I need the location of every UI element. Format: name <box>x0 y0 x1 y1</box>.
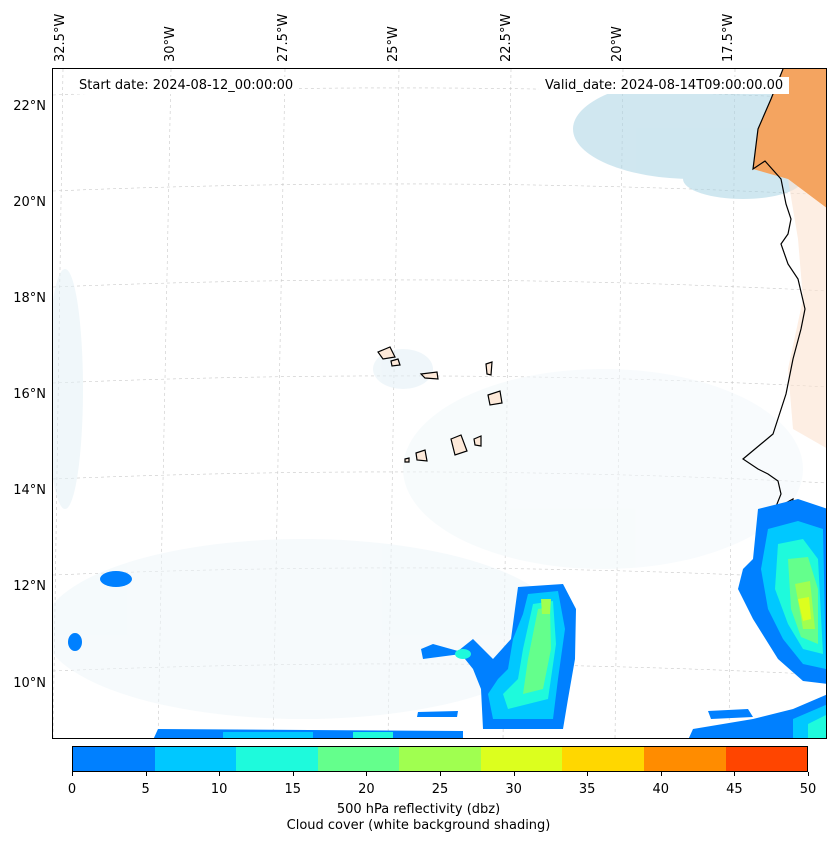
africa-land-shading <box>753 69 826 208</box>
lat-label: 22°N <box>13 99 46 114</box>
colorbar-segment <box>73 747 155 771</box>
lon-label: 32.5°W <box>53 13 68 62</box>
valid-date-label: Valid_date: 2024-08-14T09:00:00.00 <box>539 77 790 94</box>
lon-label: 25°W <box>386 26 401 62</box>
lat-label: 18°N <box>13 291 46 306</box>
cape-verde-islands <box>377 346 503 463</box>
lat-label: 16°N <box>13 387 46 402</box>
colorbar-tick-mark <box>366 772 368 776</box>
colorbar-tick-label: 45 <box>726 782 743 797</box>
colorbar-tick-label: 30 <box>505 782 522 797</box>
colorbar-tick-mark <box>808 772 809 776</box>
lon-label: 22.5°W <box>499 13 514 62</box>
colorbar-segment <box>725 747 808 771</box>
colorbar-segment <box>562 747 644 771</box>
colorbar-tick-label: 10 <box>210 782 228 797</box>
africa-land-light <box>788 179 826 448</box>
lat-label: 14°N <box>13 483 46 498</box>
colorbar-tick-label: 40 <box>652 782 670 797</box>
colorbar-tick-mark <box>660 772 662 776</box>
colorbar-segment <box>154 747 237 771</box>
colorbar-tick-mark <box>440 772 441 776</box>
colorbar-segment <box>317 747 400 771</box>
colorbar-tick-mark <box>587 772 589 776</box>
colorbar-tick-label: 50 <box>799 782 817 797</box>
colorbar-tick-mark <box>734 772 736 776</box>
colorbar-tick-label: 15 <box>284 782 302 797</box>
lon-label: 20°W <box>610 26 625 62</box>
colorbar-tick-mark <box>145 772 147 776</box>
lon-label: 17.5°W <box>721 13 736 62</box>
colorbar-tick-label: 5 <box>141 782 150 797</box>
lon-label: 27.5°W <box>276 13 291 62</box>
colorbar-tick-mark <box>513 772 515 776</box>
colorbar-tick-mark <box>72 772 73 776</box>
colorbar-label-line2: Cloud cover (white background shading) <box>286 818 551 833</box>
colorbar-tick-label: 25 <box>431 782 449 797</box>
colorbar-label-line1: 500 hPa reflectivity (dbz) <box>336 802 501 817</box>
colorbar-segment <box>643 747 726 771</box>
map-frame <box>52 68 827 739</box>
colorbar-tick-mark <box>292 772 294 776</box>
reflectivity-contours <box>68 499 826 738</box>
lat-label: 10°N <box>13 676 46 691</box>
colorbar-tick-mark <box>219 772 221 776</box>
colorbar-segment <box>399 747 481 771</box>
colorbar-tick-label: 35 <box>578 782 596 797</box>
map-canvas <box>53 69 826 738</box>
colorbar-segment <box>236 747 318 771</box>
colorbar-segment <box>480 747 563 771</box>
colorbar <box>72 746 808 772</box>
lat-label: 12°N <box>13 579 46 594</box>
colorbar-tick-label: 0 <box>67 782 77 797</box>
lat-label: 20°N <box>13 195 46 210</box>
cloud-shading <box>53 79 813 719</box>
start-date-label: Start date: 2024-08-12_00:00:00 <box>73 77 300 94</box>
colorbar-tick-label: 20 <box>358 782 375 797</box>
lon-label: 30°W <box>163 26 178 62</box>
